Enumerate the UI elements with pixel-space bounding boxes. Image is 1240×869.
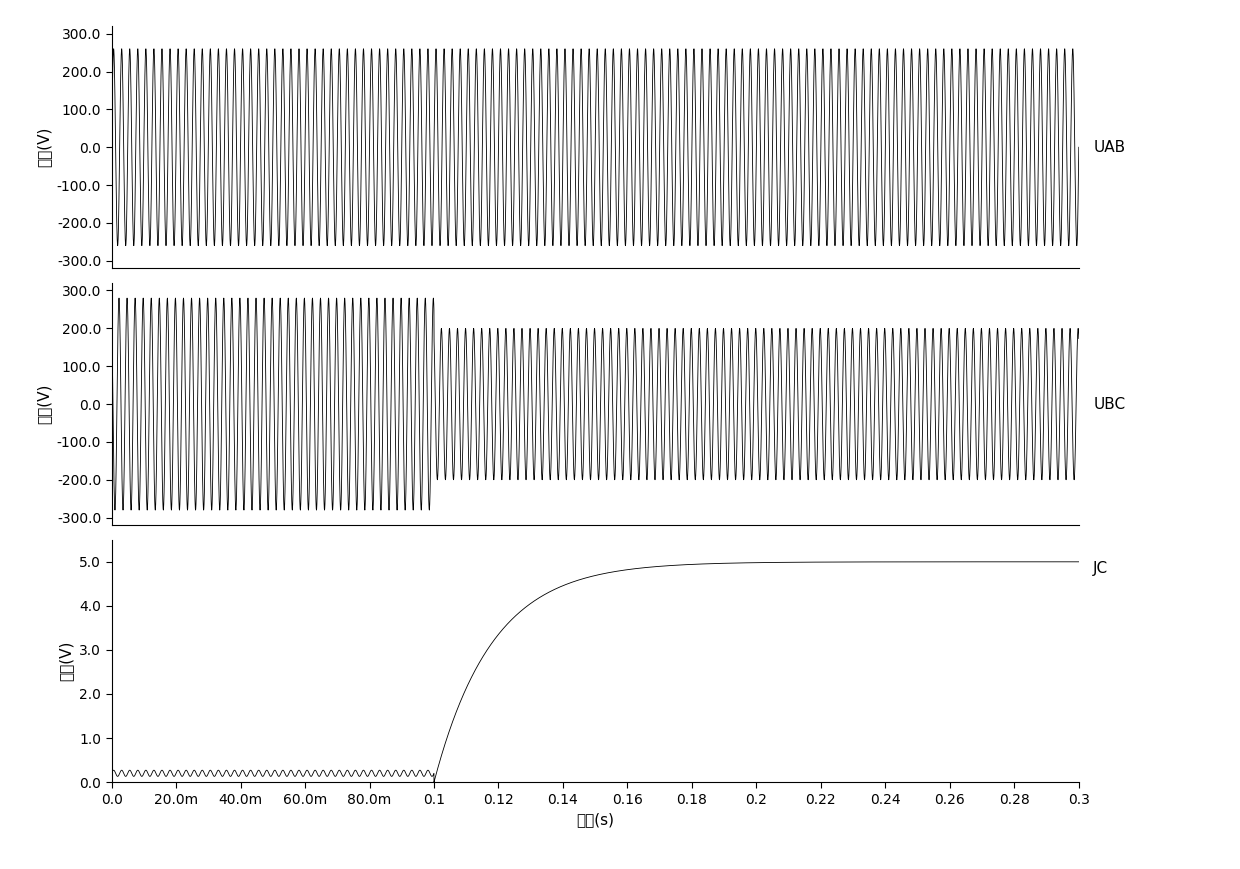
Y-axis label: 电压(V): 电压(V) [36, 127, 51, 168]
X-axis label: 时间(s): 时间(s) [577, 812, 614, 827]
Y-axis label: 电压(V): 电压(V) [58, 640, 73, 681]
Text: UBC: UBC [1094, 396, 1126, 412]
Y-axis label: 电压(V): 电压(V) [36, 384, 51, 424]
Text: JC: JC [1094, 561, 1109, 576]
Text: UAB: UAB [1094, 140, 1126, 155]
